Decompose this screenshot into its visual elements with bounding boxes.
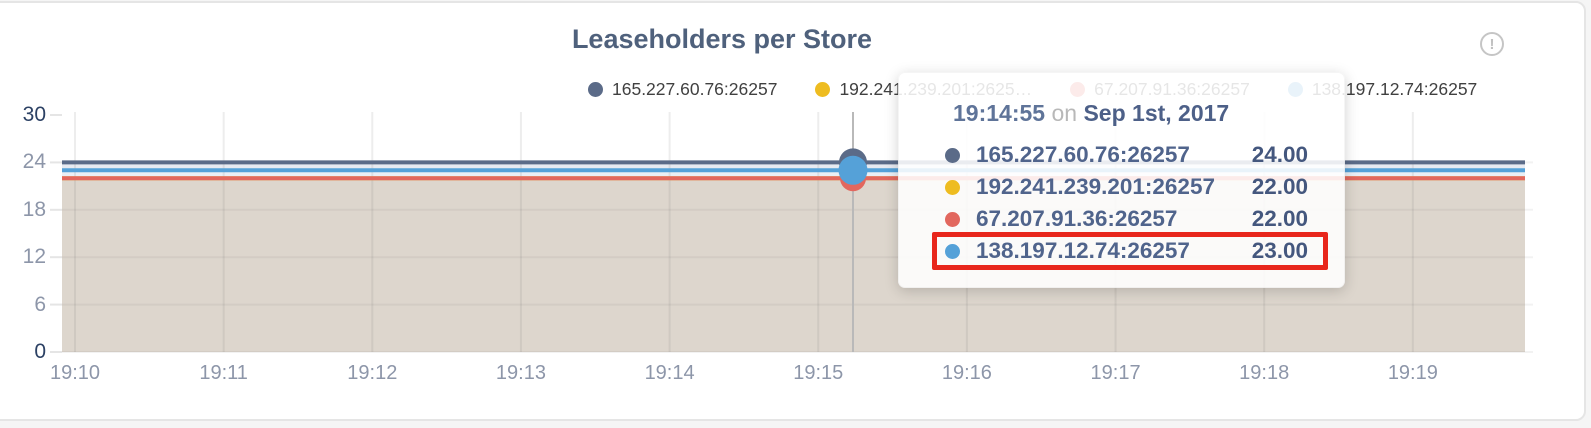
tooltip-rows: 165.227.60.76:26257 24.00 192.241.239.201:… bbox=[945, 139, 1308, 267]
chart-title: Leaseholders per Store bbox=[571, 24, 873, 54]
tooltip-time: 19:14:55 bbox=[953, 100, 1046, 126]
y-axis-tick-label: 30 bbox=[22, 103, 46, 126]
hover-tooltip: 19:14:55 on Sep 1st, 2017 165.227.60.76:… bbox=[898, 72, 1345, 288]
x-axis-tick-label: 19:10 bbox=[49, 362, 101, 384]
tooltip-series-dot-icon bbox=[945, 179, 960, 195]
x-axis-tick-label: 19:16 bbox=[941, 362, 992, 384]
y-axis-tick-label: 6 bbox=[34, 292, 46, 316]
info-icon-glyph: ! bbox=[1489, 35, 1495, 53]
tooltip-row-3: 138.197.12.74:26257 23.00 bbox=[945, 235, 1308, 267]
tooltip-series-value: 23.00 bbox=[1251, 238, 1308, 263]
tooltip-series-dot-icon bbox=[945, 243, 960, 259]
y-axis-tick-label: 18 bbox=[22, 197, 46, 221]
tooltip-row-0: 165.227.60.76:26257 24.00 bbox=[945, 139, 1308, 171]
x-axis-tick-label: 19:11 bbox=[199, 362, 248, 384]
tooltip-header: 19:14:55 on Sep 1st, 2017 bbox=[945, 99, 1308, 127]
x-axis-tick-label: 19:18 bbox=[1239, 362, 1290, 384]
y-axis-tick-label: 0 bbox=[34, 340, 46, 363]
x-axis-tick-label: 19:14 bbox=[644, 362, 695, 384]
x-axis-tick-label: 19:19 bbox=[1387, 362, 1438, 384]
area-band-0 bbox=[62, 162, 1525, 171]
tooltip-conjunction: on bbox=[1051, 100, 1078, 126]
legend-series-dot-icon bbox=[815, 82, 831, 97]
tooltip-series-label: 67.207.91.36:26257 bbox=[976, 206, 1178, 231]
y-axis-tick-label: 24 bbox=[22, 150, 46, 174]
area-band-1 bbox=[62, 170, 1525, 179]
x-axis-tick-label: 19:13 bbox=[495, 362, 546, 384]
tooltip-series-dot-icon bbox=[945, 147, 960, 163]
x-axis-tick-label: 19:12 bbox=[347, 362, 398, 384]
x-axis-tick-label: 19:17 bbox=[1090, 362, 1141, 384]
tooltip-series-value: 22.00 bbox=[1251, 206, 1308, 231]
y-axis-tick-label: 12 bbox=[22, 245, 46, 269]
tooltip-series-value: 22.00 bbox=[1251, 174, 1308, 199]
legend-series-label: 165.227.60.76:26257 bbox=[612, 79, 778, 99]
info-icon[interactable]: ! bbox=[1480, 32, 1504, 56]
tooltip-series-label: 165.227.60.76:26257 bbox=[976, 142, 1190, 167]
tooltip-series-label: 138.197.12.74:26257 bbox=[976, 238, 1190, 263]
x-axis-tick-label: 19:15 bbox=[793, 362, 844, 384]
tooltip-series-value: 24.00 bbox=[1251, 142, 1308, 167]
legend-item-0[interactable]: 165.227.60.76:26257 bbox=[588, 79, 777, 100]
legend-series-label: 138.197.12.74:26257 bbox=[1311, 79, 1478, 99]
tooltip-row-2: 67.207.91.36:26257 22.00 bbox=[945, 203, 1308, 235]
highlight-annotation-box bbox=[932, 232, 1328, 270]
tooltip-series-label: 192.241.239.201:26257 bbox=[976, 174, 1215, 199]
hover-point bbox=[838, 155, 868, 185]
tooltip-series-dot-icon bbox=[945, 211, 960, 227]
tooltip-date: Sep 1st, 2017 bbox=[1083, 100, 1230, 126]
legend-series-dot-icon bbox=[588, 82, 603, 97]
tooltip-row-1: 192.241.239.201:26257 22.00 bbox=[945, 171, 1308, 203]
